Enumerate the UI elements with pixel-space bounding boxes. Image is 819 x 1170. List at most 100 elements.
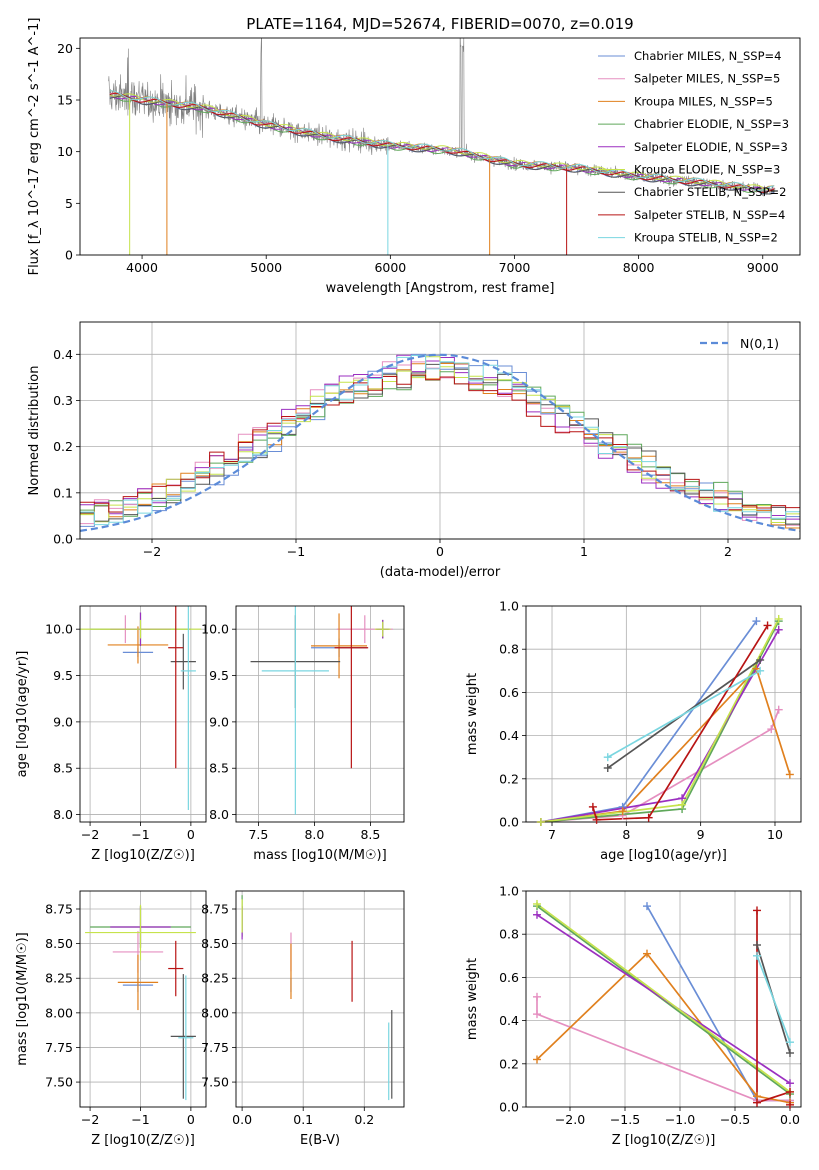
legend-entry: Chabrier ELODIE, N_SSP=3 xyxy=(634,117,789,131)
x-axis-label: (data-model)/error xyxy=(380,565,501,580)
x-tick-label: 0.2 xyxy=(354,1112,374,1127)
legend-entry: Salpeter ELODIE, N_SSP=3 xyxy=(634,140,788,154)
x-tick-label: 10 xyxy=(767,827,783,842)
x-axis-label: mass [log10(M/M☉)] xyxy=(253,848,386,863)
y-axis-label: Normed distribution xyxy=(27,366,42,496)
y-tick-label: 7.50 xyxy=(45,1075,73,1090)
plot-area xyxy=(80,606,201,810)
axes-frame xyxy=(525,890,802,1108)
y-axis-label: mass weight xyxy=(465,673,480,755)
axes-frame xyxy=(79,321,801,540)
x-tick-label: 5000 xyxy=(250,260,282,275)
y-tick-label: 8.5 xyxy=(53,761,73,776)
y-tick-label: 8.00 xyxy=(201,1005,229,1020)
y-tick-label: 7.75 xyxy=(45,1040,73,1055)
y-tick-label: 0.3 xyxy=(53,393,73,408)
y-tick-label: 0.8 xyxy=(499,642,519,657)
mass-weight-line xyxy=(536,996,790,1102)
residual-histogram xyxy=(80,374,800,513)
model-spectrum-line xyxy=(109,95,775,195)
x-tick-label: 1 xyxy=(580,544,588,559)
x-tick-label: 0 xyxy=(187,1112,195,1127)
mass-weight-line xyxy=(536,905,791,1095)
x-tick-label: 0 xyxy=(187,827,195,842)
y-tick-label: 8.75 xyxy=(201,902,229,917)
mass-weight-line xyxy=(540,666,791,822)
y-tick-label: 8.50 xyxy=(45,936,73,951)
y-tick-label: 8.0 xyxy=(209,807,229,822)
mass-weight-line xyxy=(756,955,791,1043)
y-tick-label: 7.50 xyxy=(201,1075,229,1090)
x-axis-label: age [log10(age/yr)] xyxy=(600,848,727,863)
x-tick-label: −1.5 xyxy=(610,1112,640,1127)
figure-title: PLATE=1164, MJD=52674, FIBERID=0070, z=0… xyxy=(246,15,633,33)
x-tick-label: 8.0 xyxy=(304,827,324,842)
x-tick-label: −1 xyxy=(287,544,305,559)
x-tick-label: −1 xyxy=(131,827,149,842)
model-spectrum-line xyxy=(109,93,775,192)
y-tick-label: 10.0 xyxy=(201,622,229,637)
y-tick-label: 8.00 xyxy=(45,1005,73,1020)
y-tick-label: 0.2 xyxy=(499,771,519,786)
y-tick-label: 0.6 xyxy=(499,970,519,985)
plot-area xyxy=(241,895,393,1101)
x-tick-label: 0.0 xyxy=(780,1112,800,1127)
x-tick-label: −0.5 xyxy=(720,1112,750,1127)
y-tick-label: 8.50 xyxy=(201,936,229,951)
axes-frame xyxy=(525,605,802,823)
plot-area xyxy=(85,904,196,1101)
spectrum-axes: 4000 5000 6000 7000 8000 9000 0 5 10 15 20 waveleng… xyxy=(27,18,801,296)
y-axis-label: Flux [f_λ 10^-17 erg cm^-2 s^-1 A^-1] xyxy=(27,18,42,276)
x-axis-label: Z [log10(Z/Z☉)] xyxy=(612,1133,716,1148)
y-axis-label: mass [log10(M/M☉)] xyxy=(15,932,30,1065)
y-tick-label: 9.0 xyxy=(209,714,229,729)
y-tick-label: 10 xyxy=(57,144,73,159)
x-axis-label: wavelength [Angstrom, rest frame] xyxy=(326,281,555,296)
axes-frame xyxy=(235,605,405,823)
x-tick-label: −1.0 xyxy=(665,1112,695,1127)
y-tick-label: 8.5 xyxy=(209,761,229,776)
x-tick-label: 7.5 xyxy=(248,827,268,842)
x-tick-label: −1 xyxy=(131,1112,149,1127)
y-tick-label: 8.25 xyxy=(45,971,73,986)
x-tick-label: 0.1 xyxy=(293,1112,313,1127)
x-axis-label: E(B-V) xyxy=(300,1133,340,1148)
y-tick-label: 0.0 xyxy=(499,815,519,830)
y-tick-label: 1.0 xyxy=(499,884,519,899)
age-vs-metallicity-axes: −2 −1 0 8.0 8.5 9.0 9.5 10.0 Z [log10(Z/Z☉)] age … xyxy=(15,605,207,863)
spectrum-legend: Chabrier MILES, N_SSP=4 Salpeter MILES, N… xyxy=(598,49,789,245)
residual-axes: −2 −1 0 1 2 0.0 0.1 0.2 0.3 0.4 (data-model)/error… xyxy=(27,321,801,580)
x-tick-label: 0.0 xyxy=(232,1112,252,1127)
x-tick-label: 0 xyxy=(436,544,444,559)
legend-entry: Kroupa MILES, N_SSP=5 xyxy=(634,94,773,108)
legend-entry: Chabrier MILES, N_SSP=4 xyxy=(634,49,781,63)
y-tick-label: 0.2 xyxy=(499,1056,519,1071)
y-tick-label: 0 xyxy=(65,248,73,263)
x-tick-label: −2 xyxy=(81,827,99,842)
legend-entry: Chabrier STELIB, N_SSP=2 xyxy=(634,185,786,199)
y-tick-label: 0.4 xyxy=(499,1013,519,1028)
y-tick-label: 0.0 xyxy=(53,532,73,547)
axes-frame xyxy=(79,37,801,256)
y-tick-label: 15 xyxy=(57,93,73,108)
residual-histogram xyxy=(80,355,800,526)
x-tick-label: −2 xyxy=(143,544,161,559)
x-tick-label: 8.5 xyxy=(360,827,380,842)
legend-entry: Kroupa ELODIE, N_SSP=3 xyxy=(634,163,780,177)
mass-weight-line xyxy=(536,903,791,1093)
mass-weight-line xyxy=(607,670,761,758)
y-tick-label: 0.1 xyxy=(53,485,73,500)
legend-entry: N(0,1) xyxy=(740,336,779,351)
plot-area xyxy=(108,38,776,255)
y-tick-label: 1.0 xyxy=(499,599,519,614)
axes-frame xyxy=(235,890,405,1108)
y-tick-label: 9.0 xyxy=(53,714,73,729)
axes-frame xyxy=(79,890,207,1108)
axes-layer: 4000 5000 6000 7000 8000 900005101520waveleng… xyxy=(15,18,802,1148)
y-tick-label: 8.0 xyxy=(53,807,73,822)
y-tick-label: 9.5 xyxy=(209,668,229,683)
age-vs-mass-axes: 7.5 8.0 8.5 8.0 8.5 9.0 9.5 10.0 mass [log10(M/M… xyxy=(201,605,405,863)
x-tick-label: −2 xyxy=(81,1112,99,1127)
y-tick-label: 7.75 xyxy=(201,1040,229,1055)
y-tick-label: 10.0 xyxy=(45,622,73,637)
